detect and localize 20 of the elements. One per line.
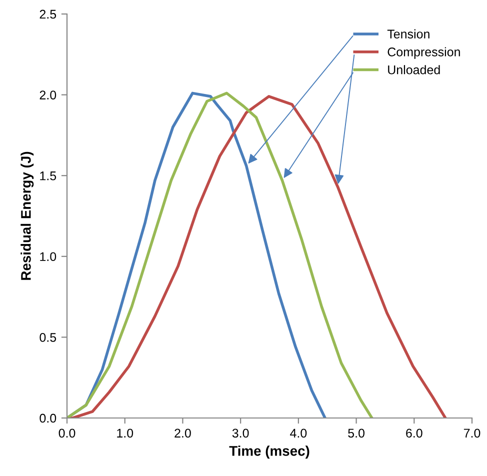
y-tick-label: 1.5 [40,172,56,180]
x-tick-label: 6.0 [406,428,422,438]
y-tick-label: 1.0 [40,252,56,262]
x-tick-label: 5.0 [348,428,364,438]
legend-label: Unloaded [388,65,440,74]
x-tick-label: 3.0 [232,428,249,438]
x-tick-label: 4.0 [290,428,307,438]
legend-label: Tension [387,29,430,38]
x-axis-title: Time (msec) [229,446,310,459]
y-axis-title: Residual Energy (J) [20,152,34,280]
y-tick-label: 0.5 [40,333,56,342]
y-tick-label: 2.0 [40,90,56,100]
x-tick-label: 2.0 [174,428,191,438]
y-tick-label: 0.0 [40,414,56,423]
x-tick-label: 0.0 [58,428,76,438]
line-series [67,92,374,418]
x-tick-label: 7.0 [464,428,480,438]
x-tick-label: 1.0 [117,428,134,438]
y-tick-label: 2.5 [40,10,56,19]
legend-label: Compression [388,47,460,59]
